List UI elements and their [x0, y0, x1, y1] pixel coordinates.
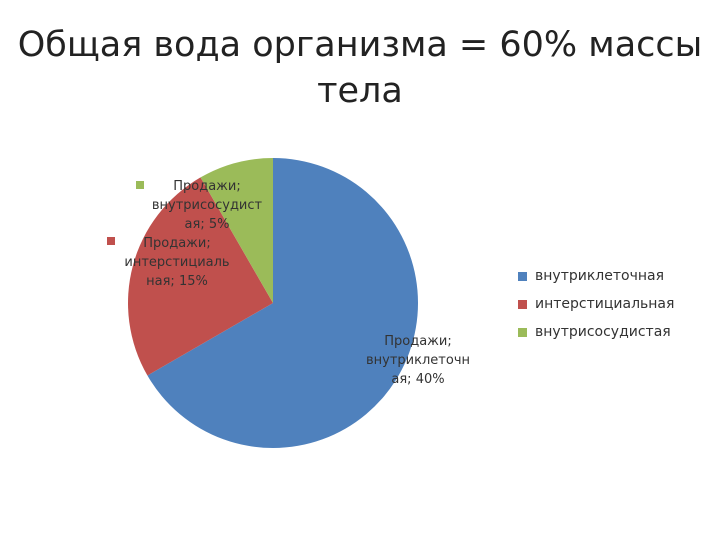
- data-label-intracellular: Продажи; внутриклеточн ая; 40%: [366, 334, 470, 387]
- data-label-line-interstitial-2: интерстициаль: [124, 255, 229, 270]
- legend-swatch-interstitial: [518, 299, 527, 309]
- chart-legend: внутриклеточная интерстициальная внутрис…: [518, 262, 674, 346]
- data-label-line-intravascular-2: внутрисосудист: [152, 198, 263, 213]
- legend-label-interstitial: интерстициальная: [535, 296, 675, 312]
- legend-item-intracellular: внутриклеточная: [518, 262, 674, 290]
- chart-title-line-2: тела: [317, 71, 403, 111]
- legend-swatch-intracellular: [518, 271, 527, 281]
- legend-label-intracellular: внутриклеточная: [535, 268, 664, 284]
- pie-slice-intracellular: [147, 158, 419, 448]
- data-label-interstitial: Продажи; интерстициаль ная; 15%: [107, 236, 230, 289]
- data-label-line-intracellular-1: Продажи;: [384, 334, 451, 349]
- data-label-intravascular: Продажи; внутрисосудист ая; 5%: [136, 179, 263, 232]
- chart-title-line-1: Общая вода организма = 60% массы: [17, 25, 703, 65]
- data-label-line-interstitial-3: ная; 15%: [146, 274, 208, 289]
- legend-label-intravascular: внутрисосудистая: [535, 324, 671, 340]
- legend-swatch-intravascular: [518, 327, 527, 337]
- data-label-marker-intravascular: [136, 181, 144, 189]
- data-label-line-interstitial-1: Продажи;: [143, 236, 210, 251]
- pie-slice-interstitial: [128, 177, 273, 376]
- chart-title: Общая вода организма = 60% массы тела: [0, 22, 720, 114]
- data-label-marker-interstitial: [107, 237, 115, 245]
- legend-item-interstitial: интерстициальная: [518, 290, 674, 318]
- data-label-line-intravascular-1: Продажи;: [173, 179, 240, 194]
- legend-item-intravascular: внутрисосудистая: [518, 318, 674, 346]
- pie-slice-intravascular: [200, 158, 273, 303]
- data-label-line-intravascular-3: ая; 5%: [185, 217, 230, 232]
- data-label-line-intracellular-2: внутриклеточн: [366, 353, 470, 368]
- data-label-line-intracellular-3: ая; 40%: [391, 372, 444, 387]
